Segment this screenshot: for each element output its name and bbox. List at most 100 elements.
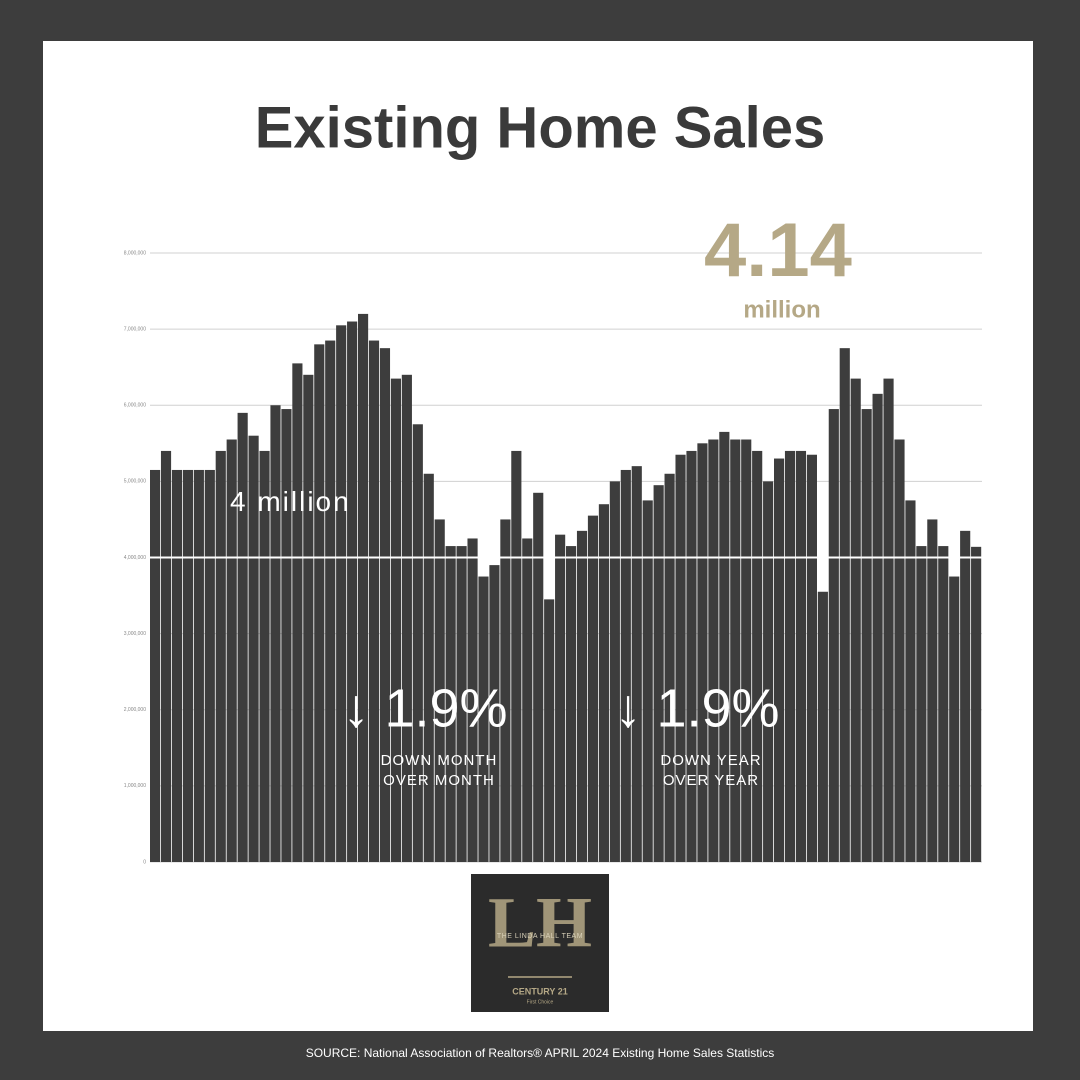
bar [160, 450, 172, 862]
bar [456, 546, 467, 862]
bar [182, 469, 193, 862]
bar [368, 340, 380, 862]
headline-value: 4.14 [704, 208, 852, 293]
bar [576, 530, 588, 862]
y-tick-label: 2,000,000 [124, 707, 146, 713]
logo-brand: CENTURY 21 [512, 986, 568, 996]
bar [533, 492, 544, 862]
bar [237, 412, 248, 862]
bar [390, 378, 401, 862]
bar [938, 546, 949, 862]
bar [686, 450, 697, 862]
bar [204, 469, 215, 862]
bar [664, 473, 675, 862]
y-tick-label: 4,000,000 [124, 555, 146, 561]
logo-box [471, 874, 609, 1012]
bar [960, 530, 971, 862]
y-tick-label: 8,000,000 [124, 250, 146, 256]
bar [270, 405, 281, 862]
bar [905, 500, 916, 862]
bar [763, 481, 774, 862]
bar [347, 321, 358, 862]
bar [653, 485, 664, 862]
bar [281, 409, 292, 862]
bar [423, 473, 434, 862]
bar [587, 515, 599, 862]
bar [971, 546, 982, 862]
bar [544, 599, 555, 862]
bar [949, 576, 960, 862]
bar [401, 374, 412, 862]
bar [708, 439, 719, 862]
bar [883, 378, 894, 862]
logo-team: THE LINDA HALL TEAM [497, 933, 583, 940]
bar [566, 546, 577, 862]
bar [150, 469, 161, 862]
chart: 0 1,000,000 2,000,000 3,000,000 4,000,000 5,0… [124, 208, 982, 865]
bar [752, 450, 763, 862]
bar [467, 538, 478, 862]
bar [675, 454, 686, 862]
y-tick-label: 6,000,000 [124, 403, 146, 409]
bar [719, 431, 730, 862]
bar [314, 344, 325, 863]
y-tick-label: 0 [143, 859, 146, 865]
bar [598, 504, 609, 862]
headline-unit: million [743, 296, 820, 323]
bar [609, 481, 620, 862]
bar [620, 469, 631, 862]
annotation-line: OVER MONTH [383, 772, 495, 789]
bar [325, 340, 336, 862]
bar [730, 439, 741, 862]
bar [226, 439, 237, 862]
y-tick-label: 1,000,000 [124, 783, 146, 789]
logo-monogram: LH [488, 883, 592, 963]
bar [358, 313, 369, 862]
reference-label: 4 million [230, 486, 351, 517]
bar [631, 466, 642, 862]
title: Existing Home Sales [255, 95, 826, 160]
bar [259, 450, 270, 862]
bar [412, 424, 423, 862]
annotation-value: ↓ 1.9% [342, 678, 507, 738]
bar [478, 576, 489, 862]
bar [500, 519, 511, 862]
source: SOURCE: National Association of Realtors… [306, 1046, 775, 1060]
bar [303, 374, 314, 862]
bar [489, 565, 500, 862]
annotation-line: DOWN MONTH [381, 752, 498, 769]
bar [193, 469, 204, 862]
bar [817, 591, 828, 862]
annotation-line: DOWN YEAR [660, 752, 761, 769]
bar [828, 409, 839, 862]
bar [522, 538, 533, 862]
bar [894, 439, 905, 862]
bar [916, 546, 927, 862]
bar [642, 500, 653, 862]
bar [511, 450, 522, 862]
bar [806, 454, 817, 862]
y-tick-label: 5,000,000 [124, 479, 146, 485]
bar [555, 534, 566, 862]
annotation-value: ↓ 1.9% [614, 678, 779, 738]
bar [445, 546, 456, 862]
bar [379, 348, 391, 862]
bar [872, 393, 883, 862]
y-tick-label: 3,000,000 [124, 631, 146, 637]
bar [927, 519, 938, 862]
bar [784, 450, 796, 862]
bar [292, 363, 303, 862]
logo-office: First Choice [527, 999, 554, 1005]
bar [336, 325, 347, 863]
y-tick-label: 7,000,000 [124, 326, 146, 332]
bar [248, 435, 259, 862]
bar [215, 450, 226, 862]
bar [795, 450, 807, 862]
bar [774, 458, 785, 862]
bar [839, 348, 850, 862]
bar [434, 519, 445, 862]
bar [861, 409, 872, 862]
annotation-line: OVER YEAR [663, 772, 759, 789]
